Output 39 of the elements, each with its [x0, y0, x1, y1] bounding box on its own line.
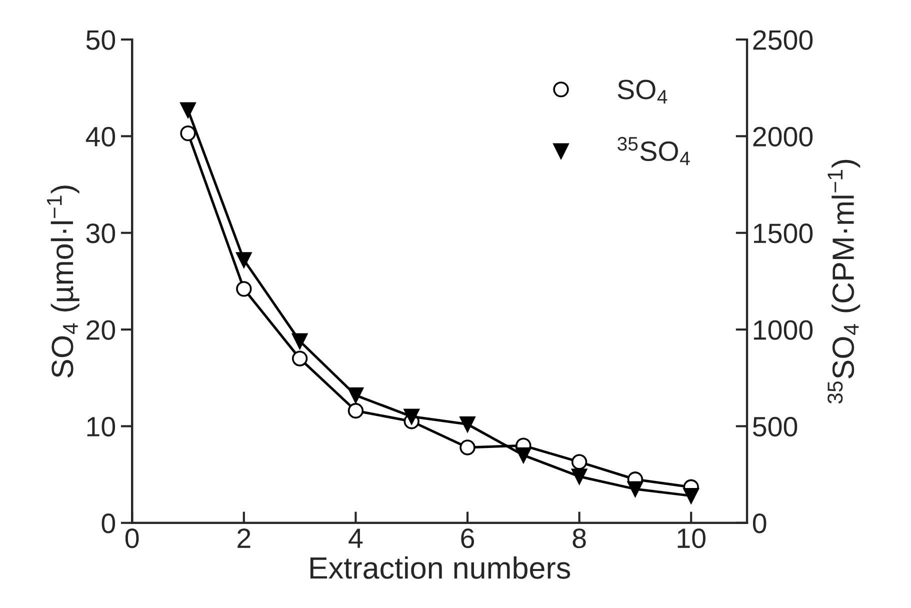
y-tick-label: 0 — [102, 514, 116, 534]
y-tick-label: 50 — [86, 30, 116, 50]
point — [348, 402, 364, 419]
y-tick-label: 20 — [86, 320, 116, 340]
point — [236, 281, 252, 297]
x-tick-label: 2 — [238, 528, 250, 548]
y2-tick-label: 2000 — [753, 126, 813, 147]
point — [683, 488, 699, 504]
y2-tick-label: 1500 — [754, 224, 813, 244]
point — [180, 125, 196, 142]
x-tick-label: 8 — [572, 528, 586, 548]
y2-tick-label: 1000 — [754, 320, 813, 340]
point — [460, 440, 476, 456]
legend-label: $^{35}$SO$_{4}$ — [618, 136, 690, 166]
y2-axis-title: $^{35}$SO$_{4}$ (CPM·ml$^{−1}$) — [828, 160, 860, 404]
x-axis-title: Extraction numbers — [310, 556, 570, 579]
legend-label: SO$_{4}$ — [618, 80, 668, 104]
point — [292, 333, 308, 349]
x-tick-label: 6 — [461, 528, 474, 548]
point — [236, 252, 252, 268]
x-tick-label: 4 — [348, 528, 363, 548]
y-tick-label: 40 — [86, 126, 116, 147]
y2-tick-label: 0 — [752, 514, 766, 534]
point — [292, 350, 308, 366]
point — [627, 481, 644, 497]
point — [348, 387, 364, 404]
x-tick-label: 0 — [125, 528, 139, 548]
point — [460, 416, 476, 432]
point — [571, 454, 588, 470]
y-axis-title: SO$_{4}$ (µmol·l$^{−1}$) — [46, 186, 80, 378]
y2-tick-label: 2500 — [753, 30, 813, 50]
point — [180, 102, 196, 118]
y-tick-label: 10 — [87, 416, 116, 437]
point — [404, 408, 420, 424]
point — [571, 468, 588, 484]
x-tick-label: 10 — [678, 528, 706, 548]
y-tick-label: 30 — [86, 224, 116, 244]
point — [516, 447, 532, 464]
y2-tick-label: 500 — [752, 416, 798, 437]
